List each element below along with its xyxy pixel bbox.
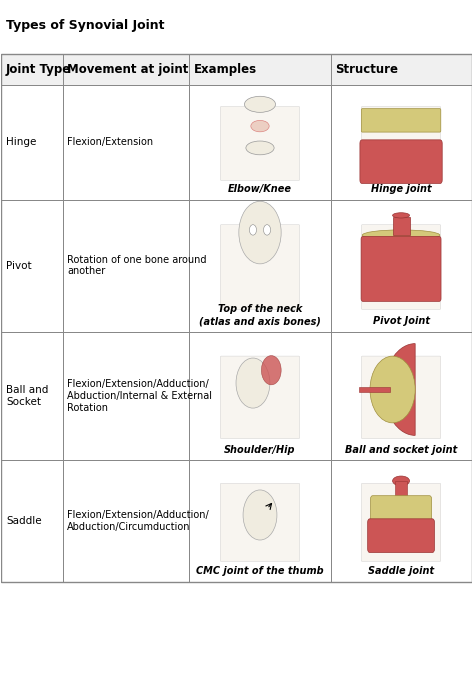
Bar — [330, 85, 472, 200]
FancyBboxPatch shape — [220, 107, 300, 180]
Text: Joint Type: Joint Type — [6, 63, 72, 75]
Bar — [63, 54, 190, 85]
Text: Saddle: Saddle — [6, 516, 42, 526]
Text: Rotation of one bone around
another: Rotation of one bone around another — [67, 255, 207, 276]
Bar — [330, 460, 472, 582]
Circle shape — [249, 225, 256, 235]
FancyBboxPatch shape — [361, 483, 441, 561]
Ellipse shape — [362, 230, 440, 241]
FancyBboxPatch shape — [220, 225, 300, 309]
FancyBboxPatch shape — [361, 356, 441, 438]
Text: Saddle joint: Saddle joint — [368, 566, 434, 577]
Bar — [1, 54, 63, 85]
Bar — [1, 200, 63, 332]
Bar — [330, 200, 472, 332]
Text: Movement at joint: Movement at joint — [67, 63, 189, 75]
Circle shape — [236, 358, 270, 408]
Text: Hinge joint: Hinge joint — [371, 184, 431, 194]
Bar — [190, 54, 330, 85]
Bar — [330, 54, 472, 85]
Bar — [1, 85, 63, 200]
Text: Ball and socket joint: Ball and socket joint — [345, 445, 457, 454]
Circle shape — [239, 201, 281, 264]
FancyBboxPatch shape — [360, 140, 442, 184]
Bar — [63, 332, 190, 460]
Text: Pivot Joint: Pivot Joint — [373, 316, 429, 326]
FancyBboxPatch shape — [368, 519, 435, 553]
Circle shape — [243, 490, 277, 540]
Circle shape — [264, 225, 271, 235]
Ellipse shape — [245, 96, 275, 112]
Bar — [190, 85, 330, 200]
Bar — [63, 85, 190, 200]
FancyBboxPatch shape — [371, 496, 432, 524]
Text: Hinge: Hinge — [6, 138, 36, 147]
Wedge shape — [384, 343, 415, 436]
Ellipse shape — [251, 120, 269, 132]
Text: Pivot: Pivot — [6, 260, 32, 271]
Bar — [1, 332, 63, 460]
FancyBboxPatch shape — [361, 109, 441, 132]
Bar — [63, 54, 190, 85]
Text: Elbow/Knee: Elbow/Knee — [228, 184, 292, 194]
FancyBboxPatch shape — [361, 107, 441, 180]
Bar — [330, 332, 472, 460]
Ellipse shape — [392, 213, 410, 218]
Text: Ball and
Socket: Ball and Socket — [6, 385, 48, 407]
Circle shape — [261, 355, 281, 385]
Bar — [63, 460, 190, 582]
Circle shape — [370, 356, 415, 423]
Bar — [1, 460, 63, 582]
Bar — [190, 54, 330, 85]
Text: Flexion/Extension/Adduction/
Abduction/Internal & External
Rotation: Flexion/Extension/Adduction/ Abduction/I… — [67, 379, 212, 413]
Bar — [330, 54, 472, 85]
Bar — [395, 481, 407, 497]
Text: Examples: Examples — [194, 63, 257, 75]
Text: Types of Synovial Joint: Types of Synovial Joint — [6, 19, 164, 32]
FancyBboxPatch shape — [220, 483, 300, 561]
Bar — [190, 332, 330, 460]
Ellipse shape — [246, 141, 274, 155]
Bar — [359, 387, 390, 392]
Text: Flexion/Extension: Flexion/Extension — [67, 138, 154, 147]
Bar — [1, 54, 472, 582]
Text: Shoulder/Hip: Shoulder/Hip — [224, 445, 296, 454]
Bar — [1, 54, 63, 85]
Bar — [190, 200, 330, 332]
Ellipse shape — [392, 476, 410, 486]
FancyBboxPatch shape — [220, 356, 300, 438]
Text: Structure: Structure — [335, 63, 398, 75]
Bar — [392, 216, 410, 235]
FancyBboxPatch shape — [361, 225, 441, 309]
Text: Flexion/Extension/Adduction/
Abduction/Circumduction: Flexion/Extension/Adduction/ Abduction/C… — [67, 510, 209, 532]
Bar — [63, 200, 190, 332]
Text: CMC joint of the thumb: CMC joint of the thumb — [196, 566, 324, 577]
Bar — [190, 460, 330, 582]
FancyBboxPatch shape — [361, 237, 441, 302]
Text: Top of the neck
(atlas and axis bones): Top of the neck (atlas and axis bones) — [199, 304, 321, 326]
